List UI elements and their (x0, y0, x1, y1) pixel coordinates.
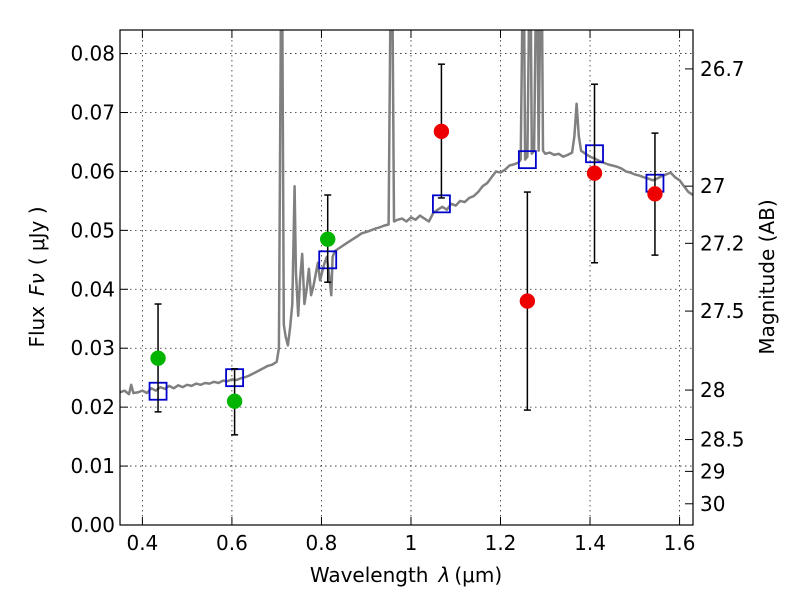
plot-data (120, 30, 693, 436)
axes: 0.4 0.6 0.8 1 1.2 1.4 1.6 0.00 0.01 0.02 0.03 0.04 0… (70, 30, 745, 555)
plot-frame (119, 29, 694, 526)
y-tick-label: 0.06 (70, 159, 115, 183)
observed-flux-point (586, 165, 603, 181)
y-tick-label: 0.07 (70, 101, 115, 125)
y-tick-label: 0.00 (70, 513, 115, 537)
x-tick-label: 1.4 (574, 531, 606, 555)
observed-flux-point (433, 123, 450, 140)
model-flux-square (517, 150, 537, 170)
y-tick-label: 0.04 (70, 277, 115, 301)
x-tick-label: 0.8 (306, 531, 338, 555)
mag-tick-label: 26.7 (700, 57, 745, 81)
x-tick-label: 0.6 (216, 531, 248, 555)
x-tick-label: 0.4 (126, 531, 158, 555)
mag-tick-label: 28 (700, 378, 725, 402)
observed-flux-point (319, 231, 336, 247)
y-tick-label: 0.02 (70, 395, 115, 419)
mag-tick-label: 27 (700, 174, 725, 198)
mag-tick-label: 29 (700, 459, 725, 483)
x-tick-label: 1.6 (664, 531, 696, 555)
observed-flux-point (226, 393, 243, 409)
x-tick-label: 1.2 (485, 531, 517, 555)
sed-model-line (120, 30, 693, 396)
mag-tick-label: 28.5 (700, 428, 745, 452)
observed-flux-point (519, 293, 536, 309)
y-tick-label: 0.05 (70, 218, 115, 242)
y2-axis-title: Magnitude (AB) (755, 199, 779, 354)
mag-tick-label: 27.2 (700, 231, 745, 255)
mag-tick-label: 30 (700, 492, 725, 516)
y-axis-title: FluxFν( μJy ) (25, 206, 49, 347)
x-tick-label: 1 (405, 531, 418, 555)
observed-flux-point (647, 186, 663, 202)
observed-flux-point (150, 350, 166, 366)
mag-tick-label: 27.5 (700, 299, 745, 323)
x-axis-title: Wavelength λ (μm) (310, 563, 502, 587)
y-tick-label: 0.03 (70, 336, 115, 360)
y-tick-label: 0.08 (70, 42, 115, 66)
y-tick-label: 0.01 (70, 454, 115, 478)
